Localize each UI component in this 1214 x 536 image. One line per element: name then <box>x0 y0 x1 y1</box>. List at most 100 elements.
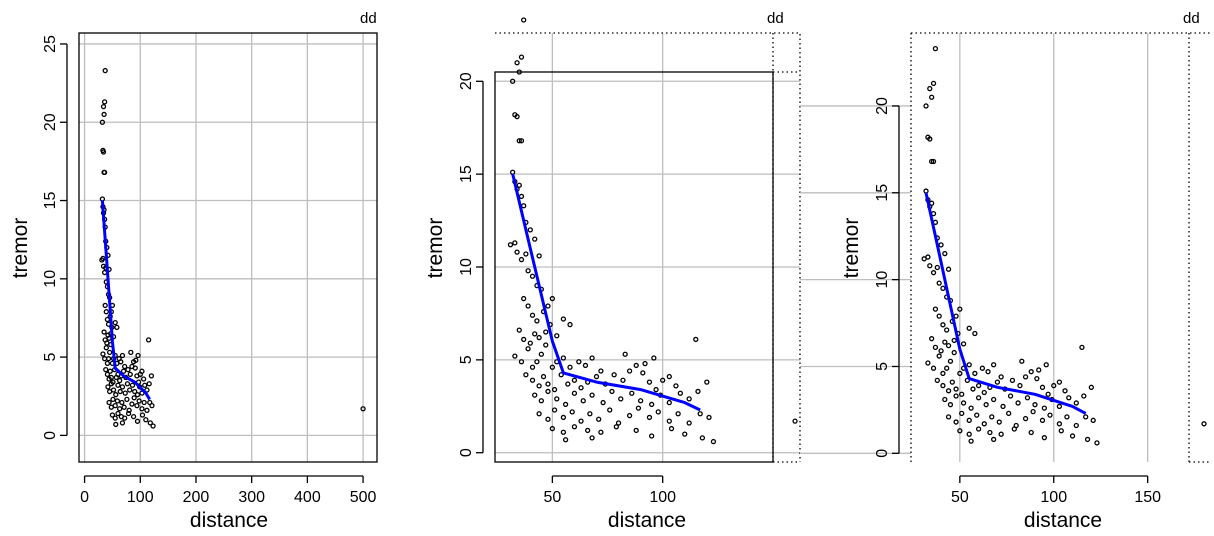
panel-2-data-point <box>609 388 615 395</box>
panel-2-data-point <box>534 318 540 324</box>
panel-2-data-point <box>510 78 516 84</box>
panel-3-data-point <box>929 94 935 100</box>
panel-1-data-point <box>124 396 130 403</box>
panel-2-data-point <box>587 411 593 417</box>
panel-3-data-point <box>981 421 987 427</box>
panel-1-y-tick-label: 20 <box>42 113 59 131</box>
panel-1-data-point <box>134 418 141 424</box>
panel-3-data-point <box>960 400 967 406</box>
panel-1-x-tick-label: 300 <box>238 489 265 506</box>
panel-1-data-point <box>108 381 114 387</box>
panel-3-data-point <box>970 386 976 392</box>
panel-1-data-point <box>119 384 126 390</box>
panel-3-data-point <box>1039 384 1046 390</box>
panel-1-data-point <box>120 368 127 374</box>
panel-3-data-point <box>942 339 948 345</box>
panel-1-data-point <box>106 335 112 341</box>
panel-2-data-point <box>512 240 518 246</box>
panel-2-data-point <box>598 429 604 435</box>
panel-2-data-point <box>580 398 586 404</box>
panel-3-data-point <box>938 242 944 248</box>
panel-2-data-point <box>514 60 520 66</box>
panel-2-data-point <box>589 392 595 398</box>
panel-2-y-tick-label: 0 <box>458 448 475 457</box>
panel-2-data-point <box>523 251 529 257</box>
panel-3-data-point <box>923 103 929 109</box>
panel-3-data-point <box>998 374 1004 380</box>
panel-2-data-point <box>646 379 653 385</box>
panel-3-data-point <box>927 263 933 269</box>
panel-3-data-point <box>1036 367 1042 373</box>
panel-3-data-point <box>983 402 989 408</box>
panel-1-x-axis-label: distance <box>190 509 268 532</box>
panel-1-data-point <box>99 119 106 125</box>
panel-2-x-tick-label: 100 <box>649 489 676 506</box>
panel-2-y-axis-label: tremor <box>424 218 447 279</box>
panel-3-data-point <box>947 358 954 364</box>
panel-2-data-point <box>569 409 575 415</box>
panel-1-data-point <box>102 302 108 309</box>
panel-1-data-point <box>133 357 139 363</box>
panel-3-data-point <box>1081 393 1087 399</box>
panel-1-data-point <box>117 377 123 384</box>
panel-2-data-point <box>571 390 578 396</box>
panel-2-data-point <box>640 370 646 376</box>
panel-2-data-point <box>525 346 531 352</box>
panel-2-data-point <box>642 360 648 367</box>
panel-2-data-point <box>516 138 522 144</box>
panel-1-smooth-line <box>100 200 151 401</box>
panel-1-data-point <box>135 352 141 359</box>
panel-3-data-point <box>1079 344 1085 351</box>
panel-1-x-tick-label: 200 <box>183 489 210 506</box>
panel-2-data-point <box>666 418 672 424</box>
panel-3-y-tick-label: 20 <box>874 97 891 115</box>
panel-2-data-point <box>529 273 536 279</box>
panel-2-data-point <box>693 336 699 343</box>
panel-2-data-point <box>558 372 564 378</box>
panel-2-y-tick-label: 20 <box>458 72 475 90</box>
panel-1-data-point <box>114 398 121 404</box>
panel-3-data-point <box>966 362 972 368</box>
panel-3-data-point <box>979 365 986 371</box>
panel-2-data-point <box>618 396 624 402</box>
panel-2-data-point <box>525 303 531 309</box>
panel-3-smooth-line <box>924 192 1087 415</box>
panel-3-data-point <box>1024 395 1031 401</box>
panel-3-data-point <box>1007 393 1014 399</box>
panel-2-data-point <box>673 383 679 389</box>
panel-3-data-point <box>1034 375 1040 382</box>
panel-2-data-point <box>536 253 542 259</box>
panel-1-data-point <box>104 360 111 367</box>
panel-1-data-point <box>139 368 145 374</box>
panel-2-data-point <box>549 295 556 302</box>
panel-2-data-point <box>549 425 556 432</box>
panel-1-data-point <box>145 337 152 343</box>
panel-2-data-point <box>686 396 692 402</box>
panel-3-data-point <box>930 80 937 87</box>
panel-2-corner-label: dd <box>767 10 784 27</box>
panel-2-data-point <box>516 182 522 188</box>
panel-2-data-point <box>521 203 527 209</box>
panel-2-data-point <box>660 377 666 383</box>
panel-3-data-point <box>1073 400 1079 406</box>
panel-3-data-point <box>1088 384 1094 390</box>
panel-2-data-point <box>514 249 520 255</box>
panel-2-data-point <box>589 435 595 441</box>
panel-3-data-point <box>964 377 971 384</box>
panel-2-y-tick-label: 5 <box>458 355 475 364</box>
panel-3-y-tick-label: 10 <box>874 271 891 289</box>
panel-3-data-point <box>987 429 993 436</box>
panel-1-data-point <box>360 406 366 412</box>
panel-3-x-axis-label: distance <box>1024 509 1102 532</box>
panel-2-data-point <box>682 431 688 437</box>
panel-2-data-point <box>551 407 558 413</box>
panel-3-data-point <box>994 379 1001 385</box>
panel-3-y-tick-label: 15 <box>874 184 891 202</box>
panel-3-data-point <box>1083 414 1089 420</box>
panel-2-data-point <box>620 377 626 383</box>
panel-3-data-point <box>975 382 982 389</box>
panel-1-data-point <box>134 402 140 409</box>
panel-3-data-point <box>1069 433 1076 439</box>
panel-1-data-point <box>127 387 133 393</box>
